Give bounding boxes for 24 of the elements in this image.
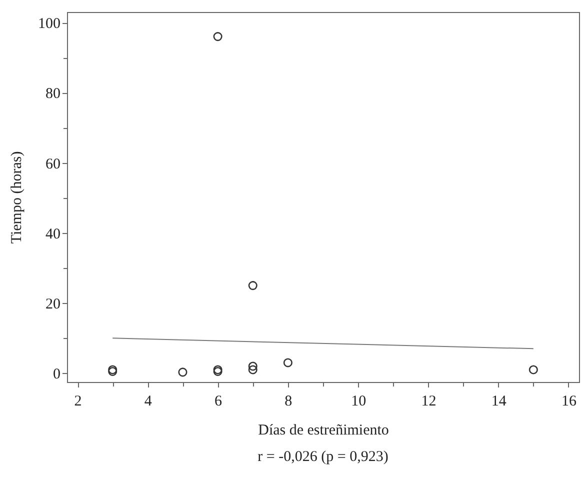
point [248, 362, 258, 371]
point [283, 358, 292, 368]
text: r = -0,026 (p = 0,923) [258, 449, 388, 465]
point [213, 32, 222, 42]
point [178, 368, 188, 377]
y-tick-label: 0 [53, 366, 60, 383]
y-tick-label: 100 [38, 16, 60, 32]
point [248, 365, 258, 374]
x-axis-title: Días de estreñimiento [258, 422, 389, 438]
x-tick-label: 14 [491, 394, 507, 410]
x-tick-label: 8 [284, 394, 292, 410]
y-tick-label: 80 [46, 86, 60, 102]
x-tick-label: 12 [421, 394, 436, 410]
point [248, 281, 258, 290]
y-tick-label: 60 [46, 156, 60, 172]
y-tick-label: 40 [46, 226, 60, 242]
x-tick-label: 16 [561, 394, 577, 410]
point [528, 365, 538, 374]
x-tick-label: 2 [74, 394, 82, 410]
x-tick-label: 10 [351, 394, 366, 410]
x-tick-label: 4 [144, 394, 152, 410]
x-tick-label: 6 [214, 394, 223, 410]
y-tick-label: 20 [46, 296, 60, 313]
y-axis-title: Tiempo (horas) [9, 151, 25, 244]
